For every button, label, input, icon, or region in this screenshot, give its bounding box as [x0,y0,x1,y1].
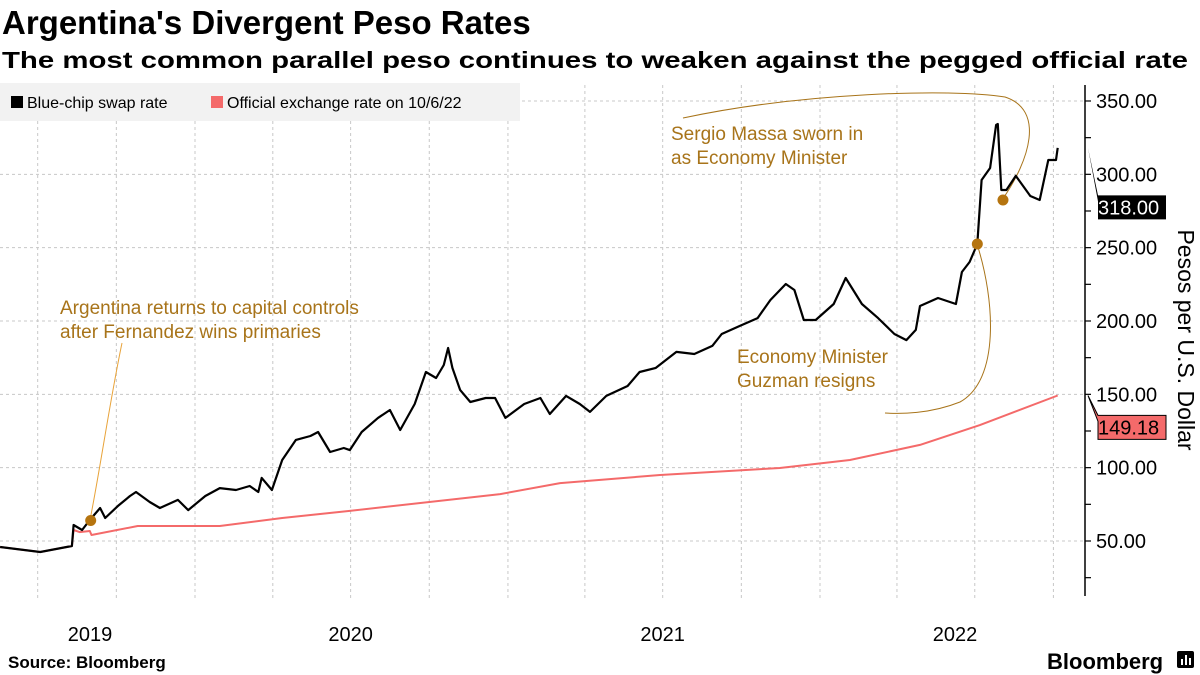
annotation-text: Argentina returns to capital controls [60,298,359,319]
legend-swatch-blue-chip [11,96,23,108]
annotation-text: after Fernandez wins primaries [60,322,321,343]
logo-text: Bloomberg [1047,649,1163,674]
annotation-capital-controls: Argentina returns to capital controls af… [60,298,359,343]
y-tick-label: 100.00 [1096,458,1157,480]
annotation-guzman: Economy Minister Guzman resigns [737,347,889,392]
x-tick-label: 2021 [640,624,685,646]
legend-label-official: Official exchange rate on 10/6/22 [227,95,462,112]
y-axis: 50.00 100.00 150.00 200.00 250.00 300.00 350.0… [1085,91,1157,579]
series-line-blue-chip [0,122,1059,554]
chart-title: Argentina's Divergent Peso Rates [2,4,531,41]
y-tick-label: 350.00 [1096,91,1157,113]
legend-swatch-official [211,96,223,108]
source-note: Source: Bloomberg [8,653,166,672]
x-tick-label: 2020 [328,624,373,646]
tag-value: 318.00 [1098,197,1159,219]
y-tick-label: 50.00 [1096,531,1146,553]
leader-guzman [884,243,991,414]
bloomberg-logo: Bloomberg [1047,649,1194,674]
tag-shape [1088,147,1166,220]
x-axis: 2019 2020 2021 2022 [68,624,978,646]
leader-massa [682,92,1030,201]
last-value-tag-official: 149.18 [1087,395,1167,440]
annotation-text: Sergio Massa sworn in [671,124,863,145]
leader-capital-controls [89,342,123,521]
tag-value: 149.18 [1098,417,1159,439]
annotation-marker [997,194,1009,206]
legend-label-blue-chip: Blue-chip swap rate [27,95,168,112]
legend-background [0,83,520,121]
tag-shape [1087,395,1167,440]
legend: Blue-chip swap rate Official exchange ra… [0,83,520,121]
last-value-tag-blue-chip: 318.00 [1088,147,1166,220]
x-tick-label: 2022 [933,624,978,646]
y-tick-label: 250.00 [1096,238,1157,260]
annotation-massa: Sergio Massa sworn in as Economy Ministe… [671,124,863,169]
annotation-text: Economy Minister [737,347,889,368]
annotation-markers [85,194,1009,526]
annotation-leaders [89,92,1030,521]
y-tick-label: 150.00 [1096,384,1157,406]
annotation-marker [85,514,97,526]
y-axis-label: Pesos per U.S. Dollar [1173,229,1199,450]
annotation-marker [971,238,983,250]
chart-subtitle: The most common parallel peso continues … [2,47,1188,73]
y-tick-label: 200.00 [1096,311,1157,333]
series-line-official [0,394,1059,553]
gridlines [0,85,1085,598]
y-tick-label: 300.00 [1096,164,1157,186]
x-tick-label: 2019 [68,624,113,646]
annotation-text: Guzman resigns [737,371,875,392]
series-layer [0,122,1059,554]
annotation-text: as Economy Minister [671,148,848,169]
